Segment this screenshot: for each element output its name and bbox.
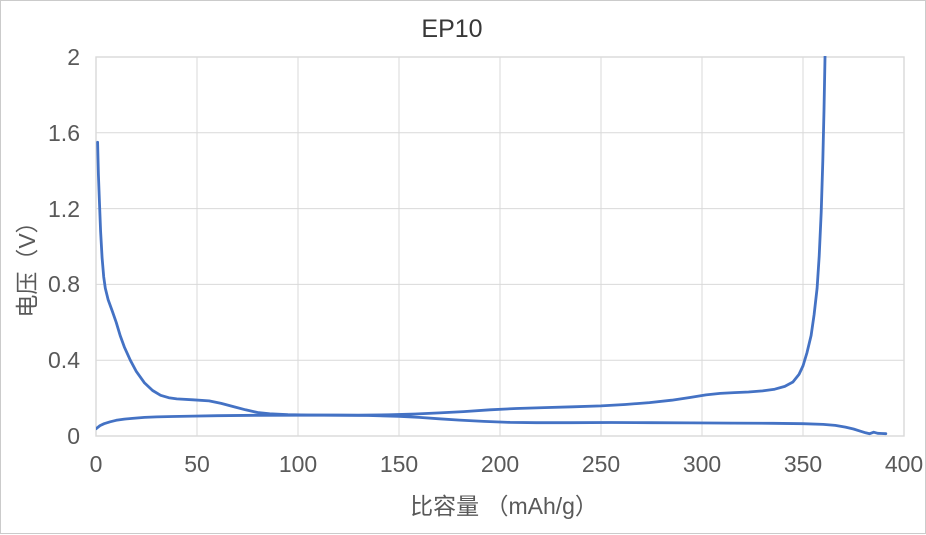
chart-title: EP10	[421, 15, 483, 43]
y-tick-label: 1.6	[48, 119, 80, 146]
y-tick-label: 1.2	[48, 195, 80, 222]
y-tick-label: 0	[67, 423, 80, 449]
x-tick-label: 300	[682, 451, 722, 477]
x-tick-label: 350	[783, 451, 823, 477]
plot-border	[95, 56, 905, 437]
x-tick-label: 250	[581, 451, 621, 477]
y-tick-label: 0.4	[48, 347, 80, 374]
x-tick-label: 0	[89, 451, 103, 477]
x-tick-label: 150	[379, 451, 419, 477]
y-axis-title: 电压（V）	[14, 210, 40, 318]
data-series-line	[96, 56, 827, 431]
x-tick-label: 100	[278, 451, 318, 477]
y-tick-label: 0.8	[48, 271, 80, 298]
x-tick-label: 50	[184, 451, 210, 477]
x-tick-label: 200	[480, 451, 520, 477]
y-tick-label: 2	[67, 44, 80, 70]
x-tick-label: 400	[884, 451, 924, 477]
x-axis-title: 比容量 （mAh/g）	[410, 493, 598, 519]
